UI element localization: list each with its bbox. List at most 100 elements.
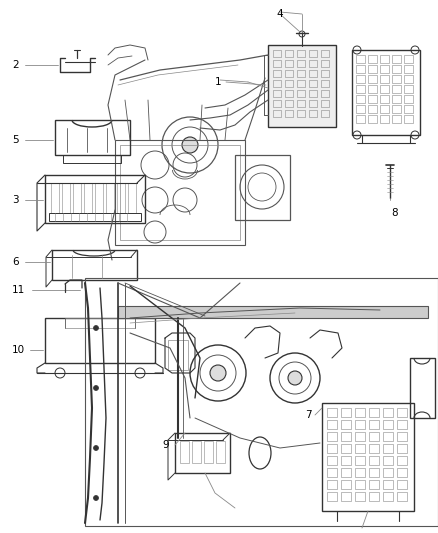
Bar [355, 468, 365, 477]
Bar [383, 420, 393, 429]
Bar [118, 306, 428, 318]
Bar [235, 155, 290, 220]
Bar [404, 75, 413, 83]
Bar [392, 105, 401, 113]
Bar [175, 433, 230, 473]
Bar [356, 115, 365, 123]
Bar [106, 183, 114, 213]
Bar [369, 444, 379, 453]
Bar [369, 492, 379, 501]
Bar [321, 90, 329, 97]
Bar [273, 70, 281, 77]
Bar [392, 95, 401, 103]
Bar [327, 456, 337, 465]
Circle shape [93, 446, 99, 450]
Bar [369, 480, 379, 489]
Bar [321, 100, 329, 107]
Bar [309, 60, 317, 67]
Bar [383, 408, 393, 417]
Bar [341, 420, 351, 429]
Circle shape [93, 326, 99, 330]
Bar [321, 110, 329, 117]
Text: 4: 4 [277, 9, 283, 19]
Bar [397, 456, 407, 465]
Bar [285, 60, 293, 67]
Bar [297, 110, 305, 117]
Bar [397, 432, 407, 441]
Bar [369, 408, 379, 417]
Bar [85, 278, 438, 526]
Bar [355, 480, 365, 489]
Bar [392, 85, 401, 93]
Bar [404, 65, 413, 73]
Bar [341, 468, 351, 477]
Circle shape [182, 137, 198, 153]
Bar [62, 183, 70, 213]
Bar [321, 70, 329, 77]
Text: 2: 2 [12, 60, 19, 70]
Bar [309, 50, 317, 57]
Bar [368, 115, 377, 123]
Bar [321, 60, 329, 67]
Bar [285, 50, 293, 57]
Bar [383, 480, 393, 489]
Bar [355, 408, 365, 417]
Bar [383, 468, 393, 477]
Bar [355, 444, 365, 453]
Bar [297, 60, 305, 67]
Bar [120, 145, 240, 240]
Bar [397, 444, 407, 453]
Bar [327, 444, 337, 453]
Bar [352, 50, 420, 135]
Text: 9: 9 [162, 440, 169, 450]
Bar [117, 183, 125, 213]
Bar [95, 183, 103, 213]
Bar [368, 95, 377, 103]
Bar [368, 105, 377, 113]
Bar [285, 90, 293, 97]
Bar [404, 95, 413, 103]
Circle shape [210, 365, 226, 381]
Bar [392, 55, 401, 63]
Bar [327, 468, 337, 477]
Bar [380, 85, 389, 93]
Bar [297, 50, 305, 57]
Bar [341, 456, 351, 465]
Text: 8: 8 [392, 208, 398, 218]
Bar [355, 456, 365, 465]
Bar [192, 441, 201, 463]
Text: 10: 10 [12, 345, 25, 355]
Bar [369, 432, 379, 441]
Bar [128, 183, 136, 213]
Bar [268, 45, 336, 127]
Bar [273, 90, 281, 97]
Bar [327, 408, 337, 417]
Bar [341, 408, 351, 417]
Bar [115, 140, 245, 245]
Bar [369, 456, 379, 465]
Bar [297, 70, 305, 77]
Bar [285, 100, 293, 107]
Bar [45, 175, 145, 223]
Bar [309, 110, 317, 117]
Bar [297, 80, 305, 87]
Bar [397, 480, 407, 489]
Bar [404, 115, 413, 123]
Bar [204, 441, 213, 463]
Bar [392, 75, 401, 83]
Bar [356, 95, 365, 103]
Text: 6: 6 [12, 257, 19, 267]
Bar [369, 420, 379, 429]
Bar [341, 480, 351, 489]
Bar [356, 105, 365, 113]
Bar [63, 155, 121, 163]
Bar [321, 80, 329, 87]
Bar [355, 432, 365, 441]
Bar [356, 65, 365, 73]
Bar [368, 85, 377, 93]
Text: 7: 7 [305, 410, 311, 420]
Bar [55, 120, 130, 155]
Bar [45, 318, 155, 363]
Bar [383, 444, 393, 453]
Text: 1: 1 [215, 77, 222, 87]
